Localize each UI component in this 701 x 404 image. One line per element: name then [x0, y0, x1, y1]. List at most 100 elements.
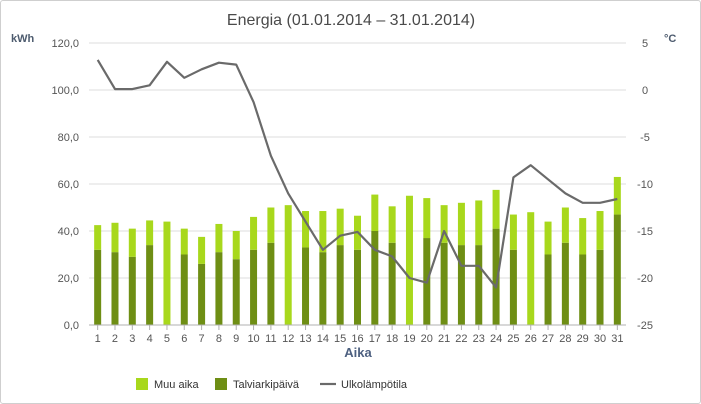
right-tick-label: -10 — [637, 179, 653, 191]
left-tick-label: 120,0 — [51, 38, 79, 50]
right-tick-label: -5 — [640, 132, 650, 144]
bar-talviarkipaiva — [354, 249, 361, 325]
bar-talviarkipaiva — [440, 242, 448, 325]
bar-muu-aika — [319, 211, 327, 253]
left-axis-unit: kWh — [11, 33, 35, 45]
bar-muu-aika — [405, 195, 413, 325]
x-tick-label: 24 — [490, 333, 502, 345]
bar-muu-aika — [388, 206, 396, 243]
bar-talviarkipaiva — [302, 247, 310, 325]
bar-muu-aika — [250, 216, 258, 250]
bar-muu-aika — [336, 208, 344, 246]
bar-talviarkipaiva — [94, 249, 102, 325]
bar-muu-aika — [146, 220, 154, 246]
right-tick-label: 0 — [642, 85, 648, 97]
bar-muu-aika — [561, 207, 569, 243]
bar-muu-aika — [579, 218, 587, 255]
bar-muu-aika — [527, 212, 535, 325]
bar-talviarkipaiva — [388, 242, 396, 325]
legend-swatch-muu-aika — [136, 378, 148, 390]
left-tick-label: 80,0 — [58, 132, 79, 144]
x-tick-label: 7 — [199, 333, 205, 345]
legend-label-ulkol-mp-tila[interactable]: Ulkolämpötila — [341, 379, 408, 391]
x-tick-label: 16 — [351, 333, 363, 345]
bar-talviarkipaiva — [267, 242, 275, 325]
left-tick-label: 20,0 — [58, 273, 79, 285]
x-tick-label: 21 — [438, 333, 450, 345]
bar-talviarkipaiva — [509, 249, 517, 325]
bar-muu-aika — [163, 221, 171, 325]
bar-talviarkipaiva — [198, 263, 206, 325]
bar-talviarkipaiva — [336, 245, 344, 325]
x-tick-label: 31 — [611, 333, 623, 345]
bar-muu-aika — [215, 223, 223, 253]
x-tick-label: 14 — [317, 333, 329, 345]
legend-swatch-talviarkip-iv- — [215, 378, 227, 390]
bar-talviarkipaiva — [492, 228, 500, 325]
x-tick-label: 11 — [265, 333, 276, 345]
right-tick-label: -25 — [637, 320, 653, 332]
x-tick-label: 20 — [421, 333, 433, 345]
x-tick-label: 22 — [455, 333, 467, 345]
bar-talviarkipaiva — [596, 249, 604, 325]
left-tick-label: 0,0 — [64, 320, 79, 332]
bar-muu-aika — [198, 236, 206, 264]
bar-talviarkipaiva — [613, 214, 621, 325]
bar-talviarkipaiva — [250, 249, 258, 325]
bar-muu-aika — [509, 214, 517, 250]
x-tick-label: 2 — [112, 333, 118, 345]
x-tick-label: 3 — [129, 333, 135, 345]
bar-muu-aika — [596, 211, 604, 250]
x-tick-label: 26 — [525, 333, 537, 345]
chart-title: Energia (01.01.2014 – 31.01.2014) — [227, 12, 475, 29]
bar-talviarkipaiva — [544, 254, 552, 325]
bar-muu-aika — [302, 211, 310, 248]
x-tick-label: 10 — [247, 333, 259, 345]
left-tick-label: 60,0 — [58, 179, 79, 191]
right-axis-unit: °C — [664, 33, 676, 45]
x-tick-label: 12 — [282, 333, 294, 345]
bar-muu-aika — [613, 176, 621, 215]
bar-muu-aika — [440, 205, 448, 243]
x-tick-label: 29 — [577, 333, 589, 345]
bar-muu-aika — [128, 228, 136, 257]
bar-talviarkipaiva — [371, 231, 379, 325]
x-tick-label: 28 — [559, 333, 571, 345]
x-tick-label: 9 — [233, 333, 239, 345]
x-tick-label: 5 — [164, 333, 170, 345]
x-tick-label: 4 — [147, 333, 153, 345]
x-tick-label: 1 — [95, 333, 101, 345]
bar-muu-aika — [94, 225, 102, 250]
x-tick-label: 17 — [369, 333, 381, 345]
bar-talviarkipaiva — [457, 245, 465, 325]
bar-muu-aika — [180, 228, 188, 255]
left-tick-label: 40,0 — [58, 226, 79, 238]
bar-muu-aika — [371, 194, 379, 231]
bar-talviarkipaiva — [215, 252, 223, 325]
bar-muu-aika — [111, 222, 119, 253]
legend-label-talviarkip-iv-[interactable]: Talviarkipäivä — [233, 379, 300, 391]
bar-talviarkipaiva — [111, 252, 119, 325]
bar-muu-aika — [423, 198, 431, 239]
bar-talviarkipaiva — [579, 254, 587, 325]
x-tick-label: 19 — [403, 333, 415, 345]
x-tick-label: 23 — [473, 333, 485, 345]
bar-muu-aika — [284, 205, 292, 325]
x-tick-label: 25 — [507, 333, 519, 345]
right-tick-label: -15 — [637, 226, 653, 238]
bar-talviarkipaiva — [128, 256, 136, 325]
temperature-line — [96, 59, 618, 289]
bar-talviarkipaiva — [180, 254, 188, 325]
bar-muu-aika — [267, 207, 275, 243]
right-tick-label: 5 — [642, 38, 648, 50]
x-tick-label: 18 — [386, 333, 398, 345]
x-axis-title: Aika — [344, 345, 372, 360]
bar-talviarkipaiva — [232, 259, 240, 325]
x-tick-label: 13 — [299, 333, 311, 345]
left-tick-label: 100,0 — [51, 85, 79, 97]
legend-label-muu-aika[interactable]: Muu aika — [154, 379, 200, 391]
x-tick-label: 8 — [216, 333, 222, 345]
bar-talviarkipaiva — [319, 252, 327, 325]
